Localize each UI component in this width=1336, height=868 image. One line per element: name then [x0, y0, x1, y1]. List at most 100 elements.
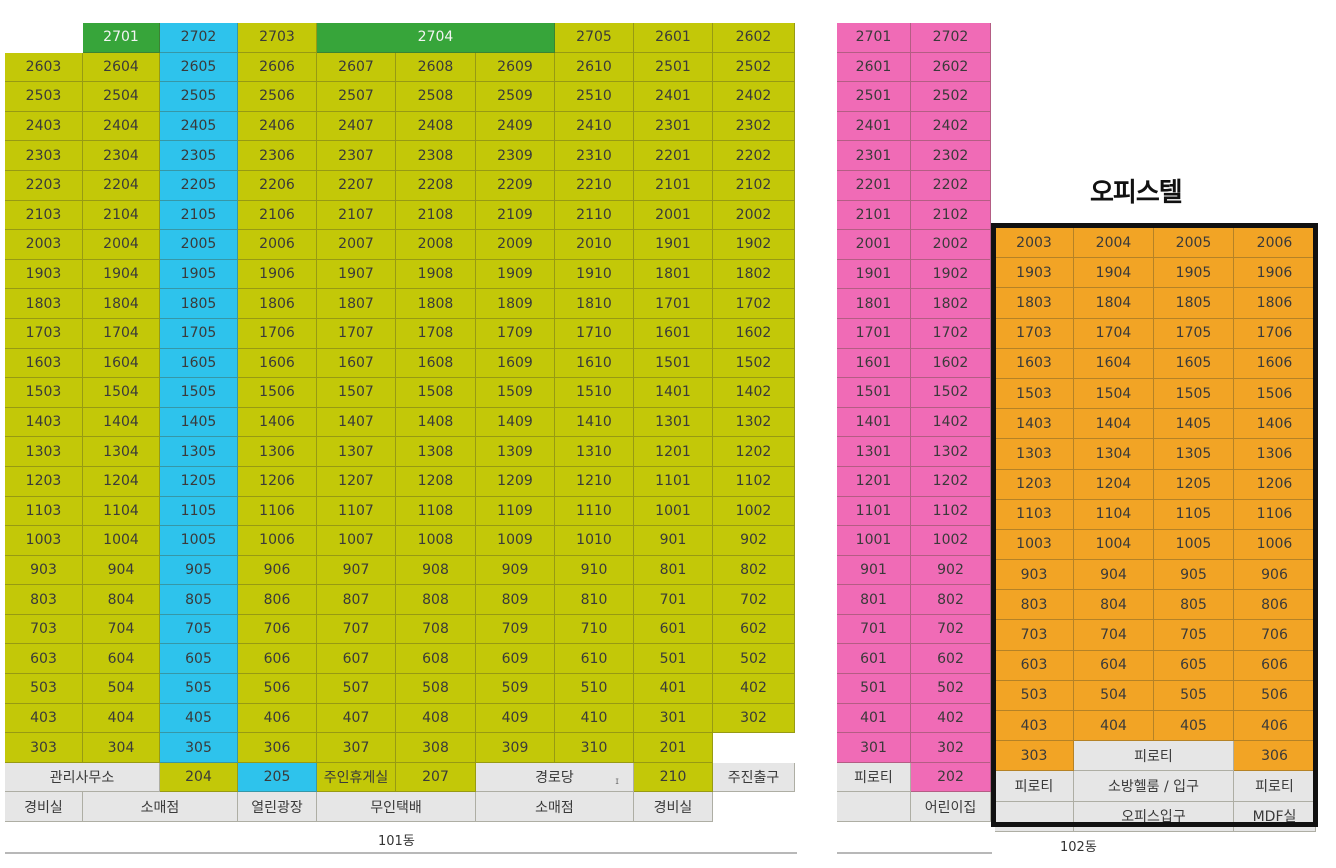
- unit-cell: 709: [476, 614, 555, 645]
- unit-cell: 2401: [837, 111, 911, 142]
- unit-cell: 706: [238, 614, 317, 645]
- office-facility-cell: MDF실: [1234, 801, 1316, 832]
- unit-cell: 1509: [476, 378, 555, 408]
- unit-cell: 307: [317, 733, 396, 763]
- unit-cell: 1502: [911, 378, 991, 408]
- unit-cell: 1209: [476, 466, 555, 497]
- unit-cell: 510: [555, 674, 634, 704]
- unit-cell: 1103: [995, 499, 1074, 530]
- unit-cell: 802: [713, 555, 795, 586]
- unit-cell: 2003: [5, 230, 83, 260]
- unit-cell: 1108: [396, 496, 476, 527]
- ground-facility-cell: 202: [911, 762, 991, 793]
- unit-cell: 1803: [995, 288, 1074, 319]
- unit-cell: 1702: [911, 318, 991, 349]
- unit-cell: 2304: [83, 141, 160, 171]
- unit-cell: 809: [476, 585, 555, 615]
- unit-cell: 2102: [911, 200, 991, 231]
- unit-cell: 2501: [634, 52, 713, 83]
- unit-cell: 1806: [1234, 288, 1316, 319]
- unit-cell: 1507: [317, 378, 396, 408]
- unit-cell: 2206: [238, 170, 317, 201]
- unit-cell: 907: [317, 555, 396, 586]
- unit-cell: 1301: [634, 407, 713, 438]
- unit-cell: 405: [1154, 711, 1234, 742]
- office-facility-cell: 소방헬룸 / 입구: [1074, 771, 1234, 802]
- unit-cell: 2108: [396, 200, 476, 231]
- unit-cell: 2201: [634, 141, 713, 171]
- unit-cell: 1208: [396, 466, 476, 497]
- unit-cell: 903: [5, 555, 83, 586]
- unit-cell: 2207: [317, 170, 396, 201]
- unit-cell: 1707: [317, 318, 396, 349]
- floor2-cell: 201: [634, 733, 713, 763]
- unit-cell: 1001: [837, 526, 911, 556]
- unit-cell: 1104: [83, 496, 160, 527]
- unit-cell: 905: [1154, 560, 1234, 591]
- unit-cell: 602: [713, 614, 795, 645]
- unit-cell: 1606: [1234, 348, 1316, 379]
- unit-cell: 2203: [5, 170, 83, 201]
- unit-cell: 2302: [713, 111, 795, 142]
- unit-cell: 304: [83, 733, 160, 763]
- ground-facility-cell: 경비실: [634, 792, 713, 823]
- unit-cell: 2005: [1154, 228, 1234, 259]
- unit-cell: 1201: [634, 437, 713, 467]
- unit-cell: 707: [317, 614, 396, 645]
- unit-cell: 1504: [83, 378, 160, 408]
- unit-cell: 1309: [476, 437, 555, 467]
- unit-cell: 806: [1234, 590, 1316, 621]
- unit-cell: 1503: [995, 378, 1074, 410]
- unit-cell: 1301: [837, 437, 911, 467]
- unit-cell: 2005: [160, 230, 238, 260]
- unit-cell: 505: [1154, 680, 1234, 711]
- unit-cell: 1503: [5, 378, 83, 408]
- unit-cell: 2606: [238, 52, 317, 83]
- unit-cell: 505: [160, 674, 238, 704]
- unit-cell: 1610: [555, 348, 634, 379]
- office-facility-cell: 피로티: [1234, 771, 1316, 802]
- unit-cell: 1801: [634, 259, 713, 290]
- unit-cell: 2201: [837, 170, 911, 201]
- ground-facility-cell: 무인택배: [317, 792, 476, 823]
- unit-cell: 1306: [238, 437, 317, 467]
- unit-cell: 2410: [555, 111, 634, 142]
- unit-cell: 2202: [713, 141, 795, 171]
- office-facility-cell: 피로티: [1074, 741, 1234, 772]
- unit-cell: 2210: [555, 170, 634, 201]
- unit-cell: 2302: [911, 141, 991, 171]
- cell-mark: ɪ: [615, 776, 619, 788]
- unit-cell: 1701: [634, 289, 713, 319]
- top-floor-unit: 2701: [837, 23, 911, 53]
- unit-cell: 904: [1074, 560, 1154, 591]
- unit-cell: 1702: [713, 289, 795, 319]
- unit-cell: 2101: [837, 200, 911, 231]
- unit-cell: 1703: [995, 318, 1074, 349]
- unit-cell: 2510: [555, 82, 634, 112]
- unit-cell: 2602: [911, 52, 991, 83]
- unit-cell: 2110: [555, 200, 634, 231]
- unit-cell: 402: [911, 703, 991, 734]
- unit-cell: 2402: [713, 82, 795, 112]
- unit-cell: 1901: [634, 230, 713, 260]
- office-facility-cell: 피로티: [995, 771, 1074, 802]
- unit-cell: 703: [5, 614, 83, 645]
- unit-cell: 1410: [555, 407, 634, 438]
- unit-cell: 1010: [555, 526, 634, 556]
- unit-cell: 1605: [1154, 348, 1234, 379]
- unit-cell: 803: [995, 590, 1074, 621]
- unit-cell: 303: [5, 733, 83, 763]
- unit-cell: 606: [238, 644, 317, 675]
- unit-cell: 1601: [837, 348, 911, 379]
- unit-cell: 909: [476, 555, 555, 586]
- unit-cell: 1902: [713, 230, 795, 260]
- top-floor-unit: 2705: [555, 23, 634, 53]
- unit-cell: 1808: [396, 289, 476, 319]
- unit-cell: 2505: [160, 82, 238, 112]
- unit-cell: 1906: [1234, 258, 1316, 289]
- unit-cell: 301: [837, 733, 911, 763]
- top-floor-unit: 2702: [911, 23, 991, 53]
- unit-cell: 1708: [396, 318, 476, 349]
- unit-cell: 2002: [713, 200, 795, 231]
- ground-facility-cell: 소매점: [476, 792, 634, 823]
